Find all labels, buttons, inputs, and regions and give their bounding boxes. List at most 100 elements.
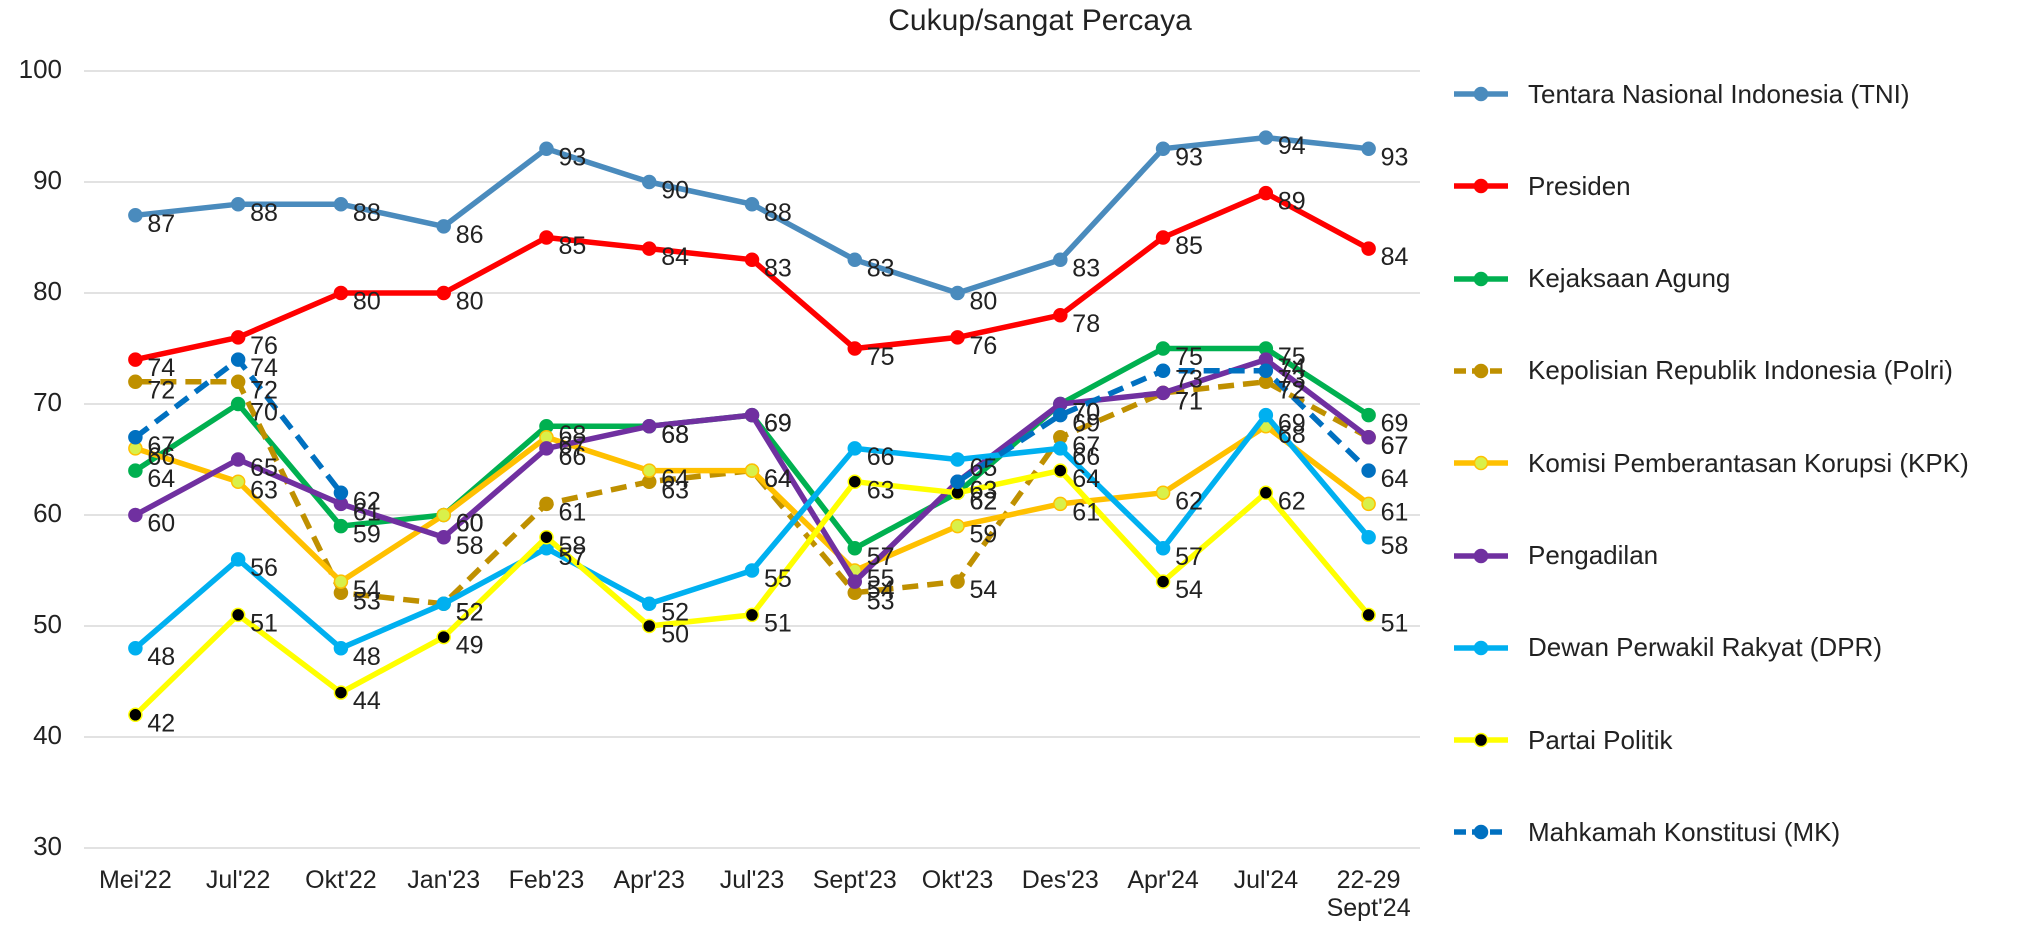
data-label: 66 [1072,443,1100,471]
data-label: 55 [764,565,792,593]
marker [539,441,554,456]
legend-label: Pengadilan [1528,540,1659,570]
legend-label: Kejaksaan Agung [1528,263,1731,294]
marker [1258,130,1274,145]
data-label: 66 [558,443,586,471]
marker [641,618,657,634]
data-label: 61 [1381,499,1409,527]
data-label: 78 [1072,310,1100,338]
y-tick-label: 60 [33,498,62,528]
series-line [134,190,1370,363]
marker [1361,607,1376,623]
marker [847,341,863,356]
marker [847,574,863,589]
legend-item: Pengadilan [1452,536,1658,576]
data-label: 63 [661,476,689,504]
marker [128,463,143,478]
data-label: 52 [456,598,484,626]
data-label: 54 [353,576,381,604]
marker [1258,485,1274,501]
legend-swatch [1454,548,1508,563]
marker [1155,363,1171,378]
data-label: 72 [1278,376,1306,404]
legend-label: Tentara Nasional Indonesia (TNI) [1528,78,1910,109]
marker [847,474,863,489]
legend-swatch [1454,732,1508,748]
data-label: 69 [764,410,792,438]
x-tick-label: Jul'22 [205,866,271,894]
marker [436,507,451,523]
marker [1155,141,1171,156]
data-label: 57 [867,543,895,571]
legend-label: Kepolisian Republik Indonesia (Polri) [1528,355,1953,386]
marker [128,707,143,723]
data-label: 75 [1278,343,1306,371]
marker [1155,230,1171,245]
data-label: 64 [1072,465,1100,493]
y-tick-label: 40 [33,720,62,750]
marker [333,196,349,212]
data-label: 50 [661,621,689,649]
data-label: 84 [661,243,689,271]
marker [128,352,143,367]
marker [950,574,965,589]
data-label: 64 [764,465,792,493]
legend-marker [1473,455,1489,471]
data-label: 70 [1072,399,1100,427]
marker [436,629,451,645]
legend-item: Kejaksaan Agung [1452,259,1730,299]
marker [230,330,246,345]
marker [230,607,246,623]
data-label: 62 [1278,487,1306,515]
marker [744,252,760,267]
data-label: 85 [558,232,586,260]
marker [1361,496,1376,512]
data-label: 83 [867,254,895,282]
data-label: 53 [353,587,381,615]
marker [847,252,863,267]
x-tick-label: Apr'24 [1127,866,1199,894]
data-label: 72 [250,376,278,404]
marker [539,141,554,156]
marker [1053,307,1068,323]
marker [1361,141,1376,156]
data-label: 42 [147,709,175,737]
data-label: 85 [1175,232,1203,260]
marker [128,430,143,445]
data-label: 88 [764,199,792,227]
legend-label: Mahkamah Konstitusi (MK) [1528,816,1841,847]
data-label: 93 [558,143,586,171]
x-tick-label: Jul'24 [1233,866,1299,894]
data-label: 68 [661,421,689,449]
marker [744,463,760,478]
data-label: 54 [970,576,998,604]
data-label: 61 [353,499,381,527]
data-label: 88 [250,199,278,227]
data-label: 69 [1072,410,1100,438]
data-label: 63 [970,476,998,504]
y-tick-label: 30 [33,831,62,861]
y-tick-label: 50 [33,609,62,639]
marker [847,541,863,556]
data-label: 64 [764,465,792,493]
legend-swatch [1454,455,1508,471]
data-label: 64 [661,465,689,493]
data-label: 65 [970,454,998,482]
marker [641,241,657,256]
data-label: 60 [147,510,175,538]
marker [1053,252,1068,267]
x-tick-label: Des'23 [1021,866,1099,894]
marker [950,330,965,345]
marker [1155,485,1171,501]
marker [1053,407,1068,423]
data-label: 59 [353,521,381,549]
x-tick-label: Feb'23 [508,866,585,894]
data-label: 61 [1072,499,1100,527]
legend-item: Komisi Pemberantasan Korupsi (KPK) [1452,443,1969,483]
x-tick-label: Jan'23 [407,866,481,894]
legend-item: Kepolisian Republik Indonesia (Polri) [1452,351,1953,391]
data-label: 71 [1175,388,1203,416]
legend-marker [1473,548,1489,563]
